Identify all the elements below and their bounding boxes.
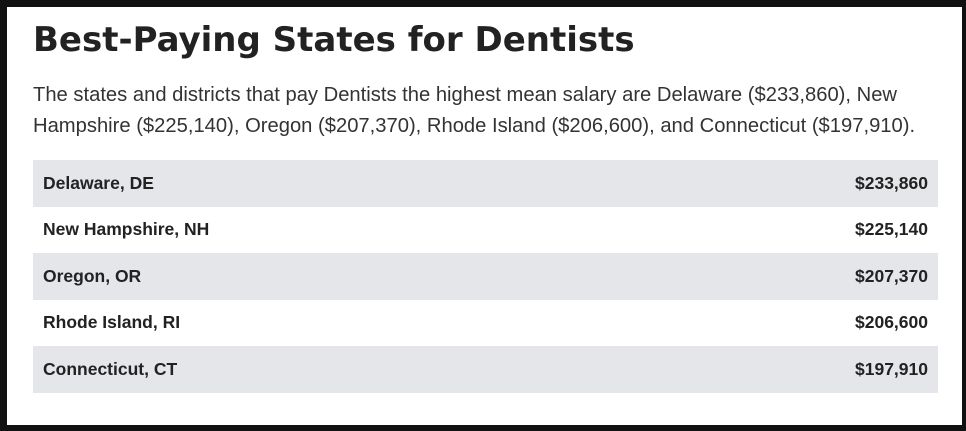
- table-row: New Hampshire, NH $225,140: [33, 207, 938, 254]
- state-name: Oregon, OR: [43, 265, 142, 286]
- mean-salary: $225,140: [855, 219, 928, 240]
- intro-paragraph: The states and districts that pay Dentis…: [33, 84, 916, 137]
- state-name: Connecticut, CT: [43, 358, 178, 379]
- page-title: Best-Paying States for Dentists: [33, 20, 635, 60]
- state-name: Rhode Island, RI: [43, 312, 181, 333]
- mean-salary: $233,860: [855, 172, 928, 193]
- table-row: Delaware, DE $233,860: [33, 160, 938, 207]
- table-row: Oregon, OR $207,370: [33, 253, 938, 300]
- state-name: New Hampshire, NH: [43, 219, 210, 240]
- mean-salary: $206,600: [855, 312, 928, 333]
- table-row: Rhode Island, RI $206,600: [33, 300, 938, 347]
- mean-salary: $207,370: [855, 265, 928, 286]
- mean-salary: $197,910: [855, 358, 928, 379]
- state-name: Delaware, DE: [43, 172, 154, 193]
- table-row: Connecticut, CT $197,910: [33, 346, 938, 393]
- salary-table: Delaware, DE $233,860 New Hampshire, NH …: [33, 160, 938, 393]
